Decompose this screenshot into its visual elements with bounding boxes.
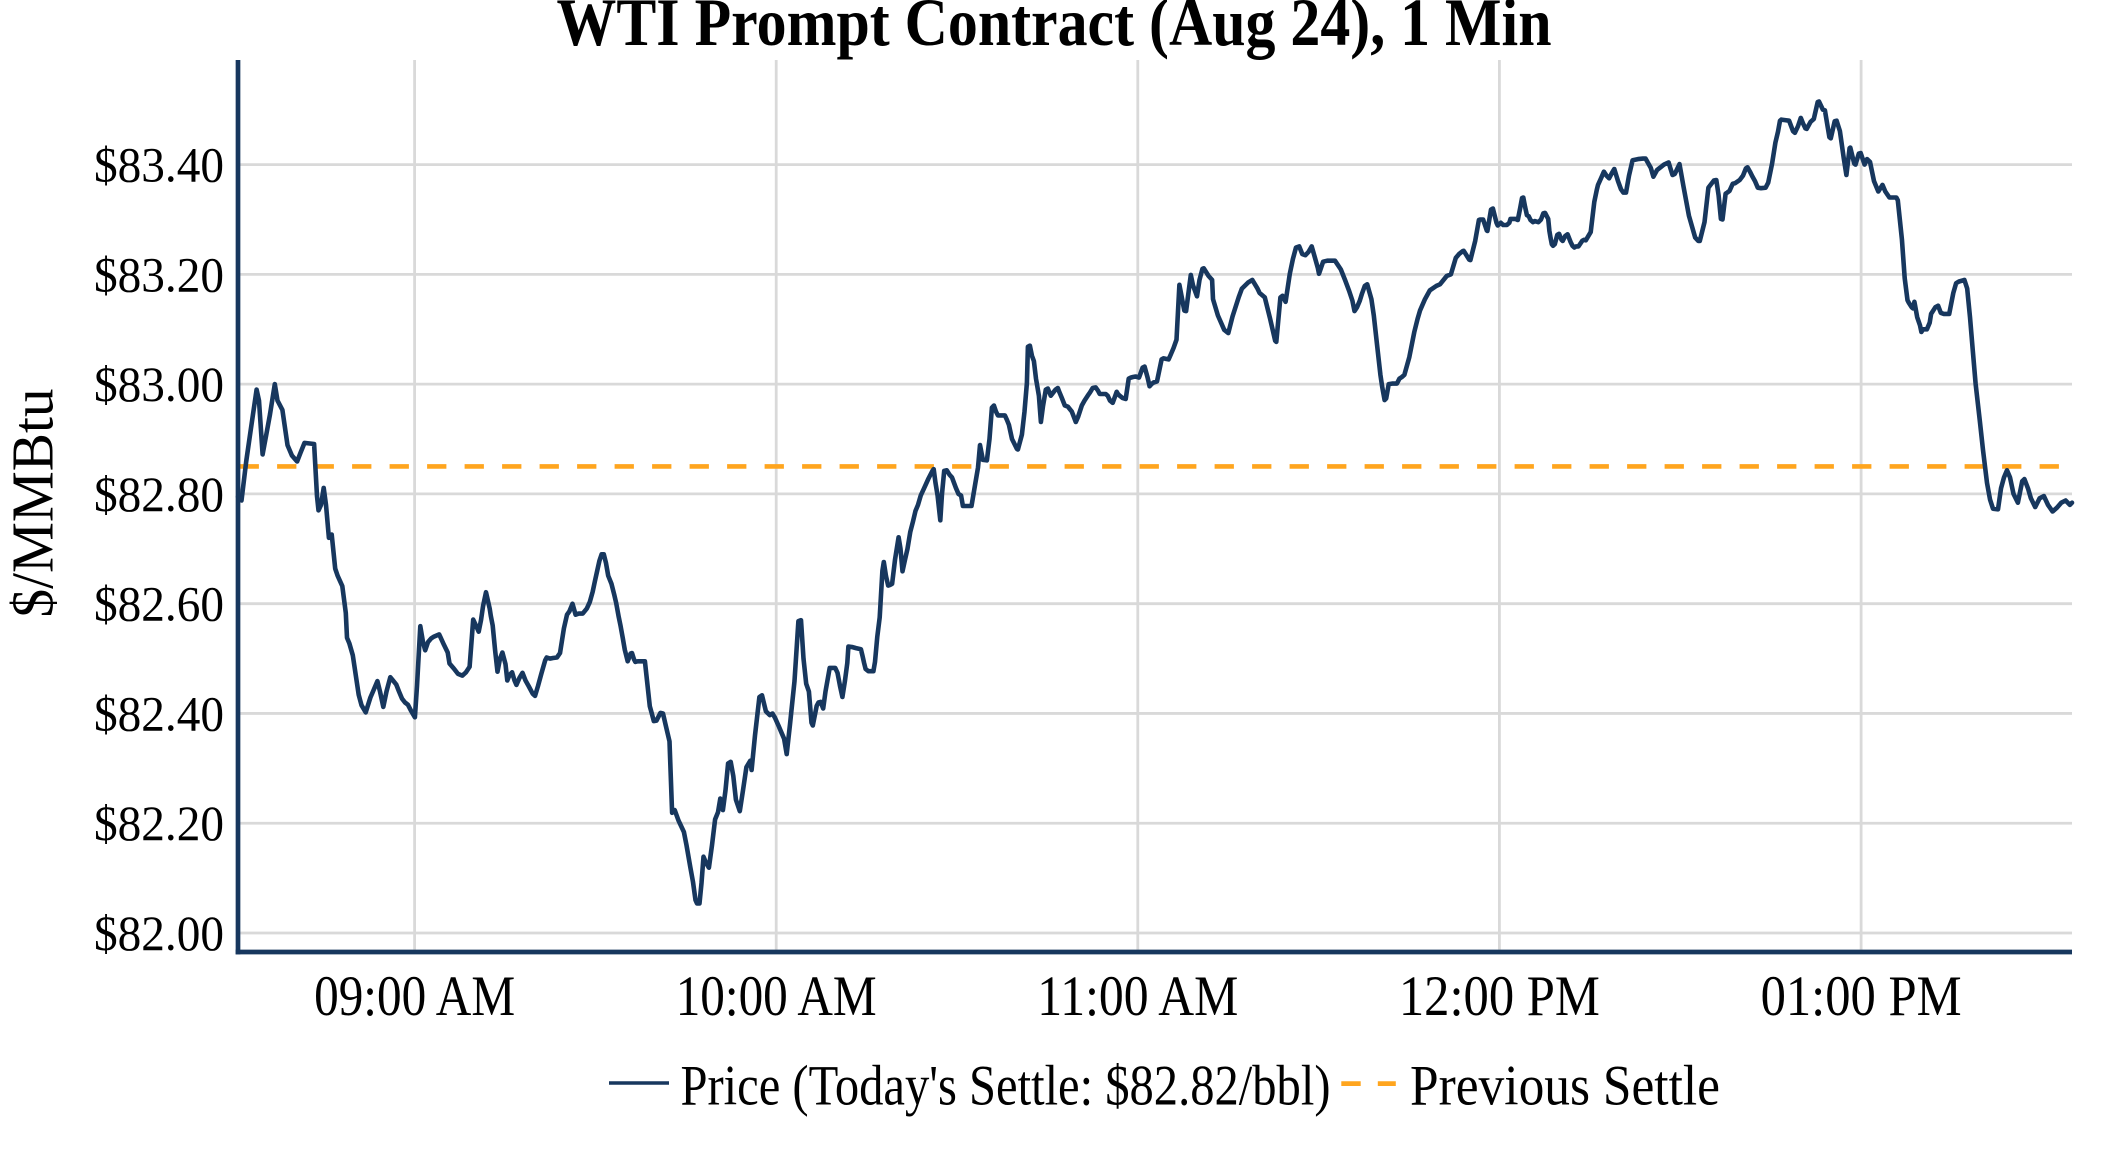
svg-text:01:00 PM: 01:00 PM	[1761, 965, 1962, 1028]
svg-text:09:00 AM: 09:00 AM	[314, 965, 515, 1028]
svg-text:$83.40: $83.40	[94, 137, 224, 193]
svg-text:11:00 AM: 11:00 AM	[1037, 965, 1238, 1028]
svg-text:$82.60: $82.60	[94, 576, 224, 632]
svg-text:Price (Today's Settle: $82.82/: Price (Today's Settle: $82.82/bbl)	[681, 1054, 1331, 1117]
svg-text:$82.40: $82.40	[94, 685, 224, 741]
svg-text:$83.00: $83.00	[94, 356, 224, 412]
svg-text:Previous Settle: Previous Settle	[1410, 1054, 1720, 1117]
svg-text:$82.00: $82.00	[94, 905, 224, 961]
svg-text:12:00 PM: 12:00 PM	[1399, 965, 1600, 1028]
svg-text:$82.20: $82.20	[94, 795, 224, 851]
svg-text:10:00 AM: 10:00 AM	[676, 965, 877, 1028]
svg-text:$83.20: $83.20	[94, 246, 224, 302]
svg-text:WTI Prompt Contract (Aug 24),: WTI Prompt Contract (Aug 24), 1 Min	[557, 0, 1552, 60]
svg-text:$/MMBtu: $/MMBtu	[0, 389, 66, 618]
svg-text:$82.80: $82.80	[94, 466, 224, 522]
